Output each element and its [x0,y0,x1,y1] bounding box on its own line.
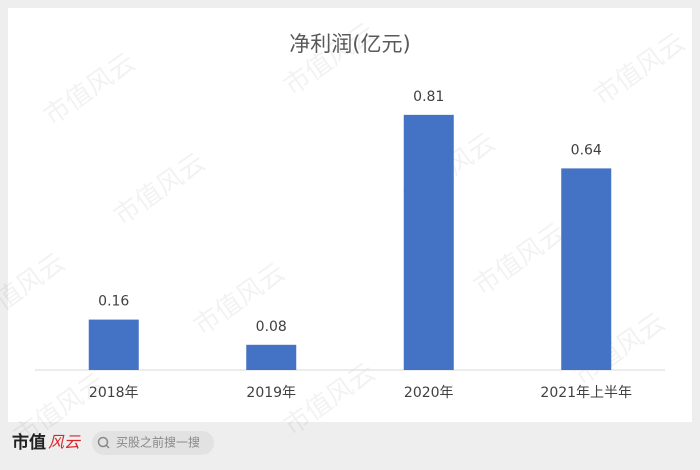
search-icon [97,436,109,448]
search-placeholder: 买股之前搜一搜 [116,435,200,450]
x-tick-label: 2018年 [89,385,139,401]
x-tick-label: 2020年 [404,385,454,401]
chart-title: 净利润(亿元) [289,32,410,56]
data-label: 0.08 [256,319,287,335]
bar [88,319,139,370]
bar [403,114,454,370]
logo-accent: 风云 [48,433,82,452]
x-tick-label: 2021年上半年 [540,385,632,401]
data-label: 0.81 [413,89,444,105]
search-icon-handle [105,444,110,449]
footer: 市值 风云 买股之前搜一搜 [12,431,214,455]
search-box[interactable] [92,431,214,455]
bar [561,168,612,370]
x-tick-label: 2019年 [246,385,296,401]
data-label: 0.64 [571,142,602,158]
bar [246,344,297,370]
data-label: 0.16 [98,294,129,310]
logo-main: 市值 [12,432,46,453]
